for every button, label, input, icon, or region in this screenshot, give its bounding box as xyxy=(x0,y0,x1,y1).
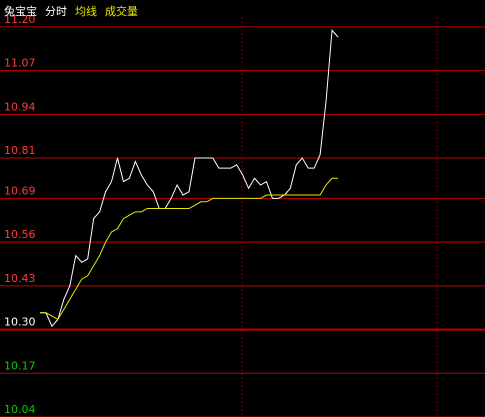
price-line xyxy=(40,177,338,321)
y-tick-label: 10.04 xyxy=(4,403,36,416)
y-tick-label: 10.43 xyxy=(4,272,36,285)
header-label: 分时 xyxy=(45,5,67,18)
y-tick-label: 10.69 xyxy=(4,184,36,197)
y-tick-label: 10.56 xyxy=(4,228,36,241)
y-tick-label: 11.20 xyxy=(4,13,36,26)
y-tick-label: 10.30 xyxy=(4,316,36,329)
header-label: 成交量 xyxy=(105,4,138,18)
header-label: 兔宝宝 xyxy=(4,4,37,18)
y-tick-label: 11.07 xyxy=(4,57,36,70)
price-line xyxy=(40,29,339,328)
y-tick-label: 10.81 xyxy=(4,144,36,157)
y-tick-label: 10.94 xyxy=(4,100,36,113)
header-label: 均线 xyxy=(75,4,97,18)
y-tick-label: 10.17 xyxy=(4,359,36,372)
